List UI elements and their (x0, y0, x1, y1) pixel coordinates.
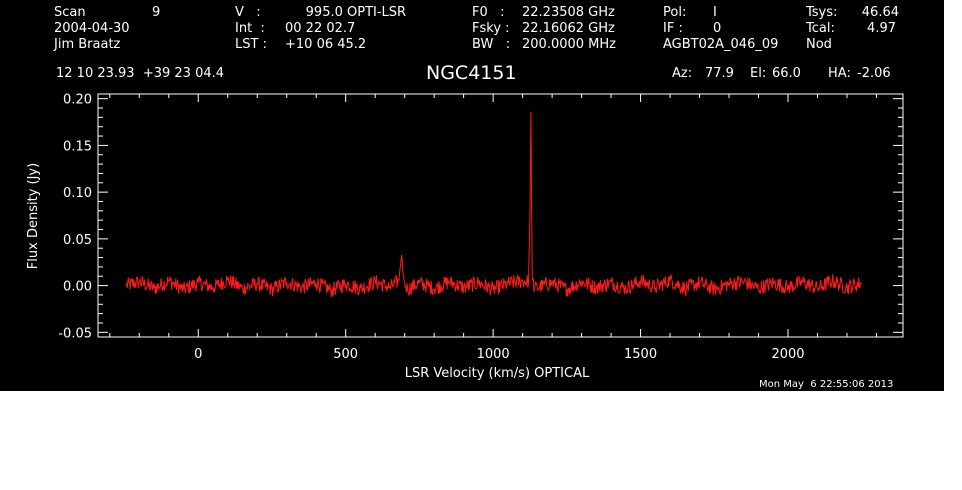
ha-value: -2.06 (857, 66, 891, 81)
observation-date: 2004-04-30 (54, 21, 130, 36)
y-tick-label: 0.10 (63, 186, 92, 201)
x-tick-label: 1500 (624, 347, 657, 362)
polarization-value: I (713, 5, 717, 20)
sky-frequency-label: Fsky : (472, 21, 510, 36)
x-tick-label: 0 (194, 347, 202, 362)
el-value: 66.0 (772, 66, 801, 81)
y-tick-label: 0.15 (63, 139, 92, 154)
spectrum-series (125, 111, 863, 298)
sky-frequency-value: 22.16062 GHz (522, 21, 615, 36)
az-value: 77.9 (705, 66, 734, 81)
tcal-label: Tcal: (806, 21, 835, 36)
if-value: 0 (713, 21, 722, 36)
lst-label: LST : (235, 37, 267, 52)
bandwidth-label: BW : (472, 37, 511, 52)
bandwidth-value: 200.0000 MHz (522, 37, 616, 52)
tcal-value: 4.97 (867, 21, 896, 36)
y-tick-label: 0.00 (63, 280, 92, 295)
switching-mode: Nod (806, 37, 832, 52)
source-name: NGC4151 (426, 62, 517, 84)
project-id: AGBT02A_046_09 (663, 37, 779, 52)
rest-frequency-label: F0 : (472, 5, 505, 20)
x-tick-label: 500 (333, 347, 358, 362)
if-label: IF : (663, 21, 683, 36)
y-axis-label: Flux Density (Jy) (26, 163, 41, 269)
x-axis: 0 500 1000 1500 2000 (109, 94, 877, 362)
ha-label: HA: (828, 66, 851, 81)
rest-frequency-value: 22.23508 GHz (522, 5, 615, 20)
lst-value: +10 06 45.2 (285, 37, 367, 52)
scan-label: Scan (54, 5, 86, 20)
scan-number: 9 (152, 5, 161, 20)
az-label: Az: (672, 66, 693, 81)
integration-label: Int : (235, 21, 265, 36)
integration-value: 00 22 02.7 (285, 21, 356, 36)
observer-name: Jim Braatz (54, 37, 121, 52)
spectrum-plot: 0 500 1000 1500 2000 -0.05 0.00 0.05 0.10 0.15 0.… (26, 93, 904, 381)
velocity-label: V : (235, 5, 261, 20)
x-tick-label: 2000 (771, 347, 804, 362)
y-tick-label: -0.05 (58, 326, 92, 341)
y-tick-label: 0.05 (63, 233, 92, 248)
tsys-value: 46.64 (861, 5, 899, 20)
y-tick-label: 0.20 (63, 93, 92, 108)
plot-frame (97, 93, 904, 338)
tsys-label: Tsys: (806, 5, 838, 20)
velocity-value: 995.0 OPTI-LSR (285, 5, 407, 20)
spectrum-display: Scan 9 2004-04-30 Jim Braatz V : 995.0 O… (0, 0, 944, 391)
x-tick-label: 1000 (477, 347, 510, 362)
x-axis-label: LSR Velocity (km/s) OPTICAL (405, 366, 590, 381)
source-coordinates: 12 10 23.93 +39 23 04.4 (56, 66, 225, 81)
spectrum-line (125, 111, 863, 298)
y-axis: -0.05 0.00 0.05 0.10 0.15 0.20 (58, 93, 903, 341)
plot-timestamp: Mon May 6 22:55:06 2013 (759, 379, 894, 390)
el-label: El: (750, 66, 767, 81)
polarization-label: Pol: (663, 5, 687, 20)
